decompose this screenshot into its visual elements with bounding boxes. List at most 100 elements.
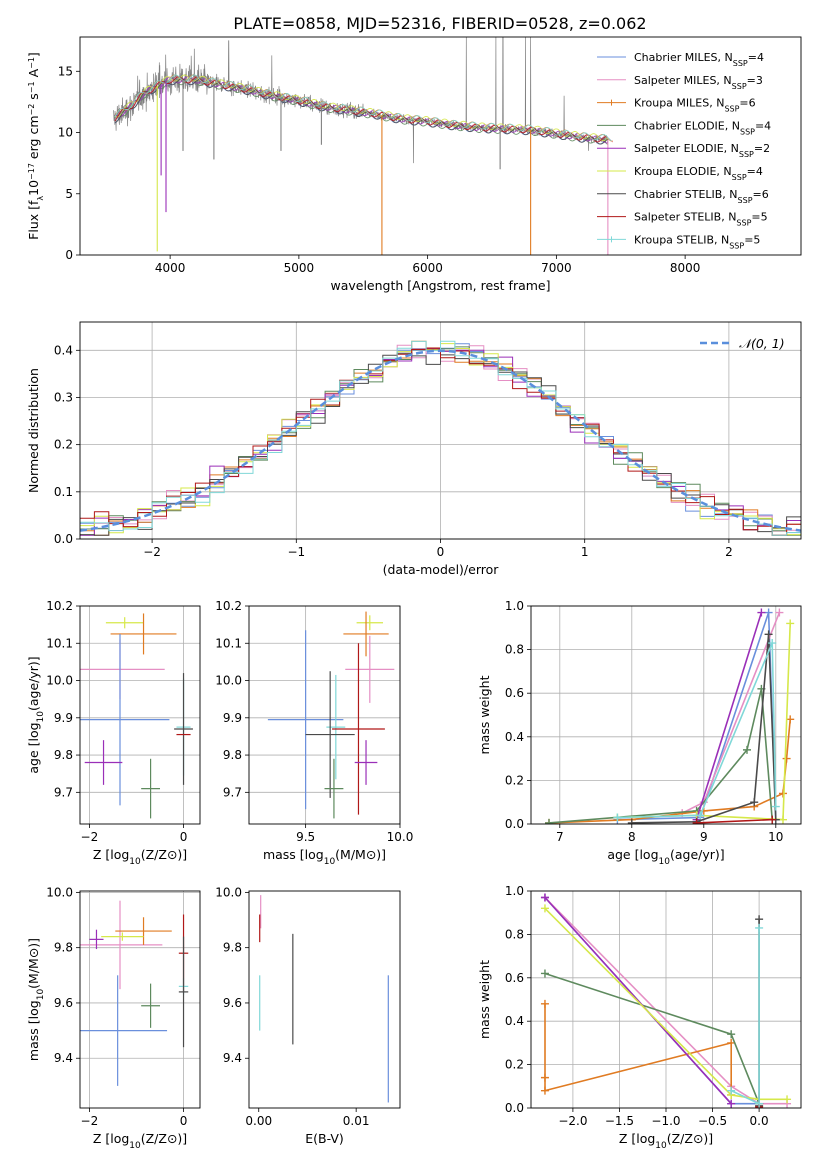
y-tick-label: 0.2 — [505, 773, 524, 787]
legend: Chabrier MILES, NSSP=4 Salpeter MILES, NS… — [597, 51, 771, 250]
plot-area — [80, 340, 801, 536]
errorbar-point-kroupa-elodie — [105, 617, 144, 629]
histogram-kroupa-stelib — [80, 340, 801, 536]
plot-area — [267, 611, 395, 819]
errorbar-point-kroupa-miles — [115, 917, 172, 945]
plus-marker — [540, 1086, 549, 1095]
model-salpeter-stelib — [114, 76, 608, 143]
x-axis-label: (data-model)/error — [383, 562, 500, 577]
y-tick-label: 5 — [65, 187, 73, 201]
plus-marker — [755, 915, 764, 924]
legend-label: Chabrier ELODIE, NSSP=4 — [634, 119, 771, 136]
axes-frame — [530, 890, 802, 1109]
y-tick-label: 10 — [58, 126, 73, 140]
y-tick-label: 10.0 — [215, 674, 242, 688]
errorbar-point-chabrier-stelib — [174, 673, 193, 785]
y-tick-label: 10.0 — [215, 885, 242, 899]
plot-area — [80, 900, 189, 1086]
legend-label: Chabrier MILES, NSSP=4 — [634, 51, 764, 68]
axes-frame — [248, 890, 401, 1109]
y-tick-label: 10.1 — [215, 636, 242, 650]
ticks: −2 −1 0 1 2 0.0 0.1 0.2 0.3 0.4 — [54, 343, 733, 559]
x-tick-label: 0.00 — [245, 1114, 272, 1128]
model-chabrier-elodie — [114, 78, 608, 145]
y-tick-label: 10.2 — [46, 599, 73, 613]
axes-frame — [79, 36, 802, 256]
model-chabrier-stelib — [114, 78, 608, 145]
y-axis-label: mass weight — [477, 960, 492, 1039]
errorbar-point-chabrier-miles — [80, 975, 168, 1086]
x-tick-label: 5000 — [284, 261, 315, 275]
series-line — [730, 927, 760, 1105]
plus-marker — [755, 1099, 764, 1108]
ticks: −2.0 −1.5 −1.0 −0.5 0.0 0.0 0.2 0.4 0.6 0.8 1.0 — [505, 884, 769, 1128]
plus-marker — [768, 815, 777, 824]
plus-marker — [775, 608, 784, 617]
figure-title: PLATE=0858, MJD=52316, FIBERID=0528, z=0… — [233, 14, 646, 33]
panel-age-vs-mass: 9.5 10.0 9.7 9.8 9.9 10.0 10.1 10.2 mass [log10(… — [215, 599, 413, 867]
errorbar-point-kroupa-stelib — [326, 674, 346, 780]
y-tick-label: 1.0 — [505, 599, 524, 613]
x-tick-label: 0.0 — [750, 1114, 769, 1128]
y-tick-label: 9.8 — [54, 941, 73, 955]
ticks: 4000 5000 6000 7000 8000 0 5 10 15 — [58, 64, 701, 275]
series-line — [544, 896, 787, 1105]
x-tick-label: 0 — [180, 1114, 188, 1128]
x-tick-label: 8000 — [670, 261, 701, 275]
series-kroupa-stelib — [613, 639, 780, 822]
x-tick-label: 7 — [556, 830, 564, 844]
plus-marker — [545, 818, 553, 824]
plus-marker — [779, 815, 787, 824]
errorbar-point-salpeter-elodie — [84, 740, 123, 785]
y-tick-label: 0.8 — [505, 643, 524, 657]
x-tick-label: 0 — [437, 545, 445, 559]
y-tick-label: 0.2 — [54, 438, 73, 452]
x-axis-label: E(B-V) — [305, 1131, 344, 1146]
x-tick-label: 7000 — [541, 261, 572, 275]
y-tick-label: 9.7 — [223, 785, 242, 799]
series-salpeter-stelib — [692, 815, 777, 824]
y-tick-label: 9.6 — [54, 996, 73, 1010]
series-line — [695, 612, 763, 820]
errorbar-point-chabrier-stelib — [305, 671, 355, 798]
plus-marker — [540, 1073, 549, 1082]
panel-weight-vs-age: 7 8 9 10 0.0 0.2 0.4 0.6 0.8 1.0 age [log10(age/yr… — [477, 599, 802, 867]
observed-spectrum — [113, 37, 609, 164]
x-axis-label: Z [log10(Z/Z⊙)] — [619, 1131, 713, 1151]
series-kroupa-miles — [540, 999, 736, 1099]
plus-marker — [743, 745, 751, 754]
errorbar-point-chabrier-stelib — [178, 936, 189, 1048]
series-chabrier-miles — [540, 893, 764, 1108]
y-tick-label: 0.0 — [54, 532, 73, 546]
legend-label: Salpeter MILES, NSSP=3 — [634, 74, 763, 91]
plot-area — [545, 608, 795, 824]
plus-marker — [764, 608, 773, 617]
y-tick-label: 1.0 — [505, 884, 524, 898]
plus-marker — [540, 969, 549, 978]
x-tick-label: −1.5 — [605, 1114, 634, 1128]
axes-frame — [79, 605, 201, 825]
plus-marker — [786, 619, 795, 628]
x-tick-label: −1 — [287, 545, 305, 559]
plus-marker — [783, 1095, 792, 1104]
plot-area — [113, 37, 614, 255]
y-tick-label: 10.2 — [215, 599, 242, 613]
series-line — [617, 642, 777, 819]
errorbar-point-kroupa-miles — [110, 613, 177, 655]
plot-area — [540, 893, 792, 1108]
y-tick-label: 15 — [58, 64, 73, 78]
series-line — [544, 896, 760, 1105]
y-tick-label: 9.4 — [223, 1051, 242, 1065]
x-tick-label: 2 — [725, 545, 733, 559]
normal-curve — [80, 349, 801, 532]
x-tick-label: −2 — [81, 1114, 99, 1128]
histogram-salpeter-stelib — [80, 348, 801, 536]
panel-age-vs-Z: −2 0 9.7 9.8 9.9 10.0 10.1 10.2 Z [log10(Z/Z⊙)] a… — [26, 599, 201, 867]
y-tick-label: 10.1 — [46, 636, 73, 650]
errorbar-point-kroupa-elodie — [356, 615, 384, 631]
model-kroupa-stelib — [114, 74, 612, 142]
errorbar-point-salpeter-stelib — [332, 643, 385, 815]
y-tick-label: 10.0 — [46, 885, 73, 899]
legend-label: Kroupa ELODIE, NSSP=4 — [634, 165, 763, 182]
